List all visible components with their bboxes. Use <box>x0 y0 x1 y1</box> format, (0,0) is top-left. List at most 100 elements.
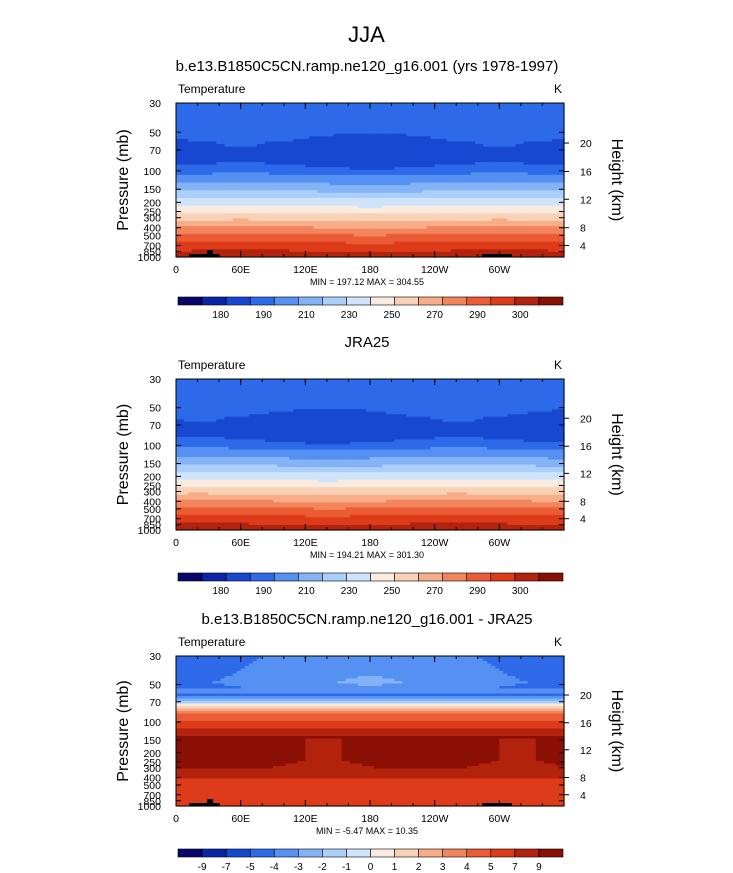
heatmap-cell <box>442 105 448 109</box>
heatmap-cell <box>200 156 205 161</box>
heatmap-cell <box>180 164 185 168</box>
heatmap-cell <box>547 210 553 214</box>
heatmap-cell <box>454 226 460 230</box>
heatmap-cell <box>273 226 278 230</box>
heatmap-cell <box>519 156 525 161</box>
heatmap-cell <box>277 213 282 217</box>
heatmap-cell <box>361 113 367 117</box>
heatmap-cell <box>317 110 323 114</box>
heatmap-cell <box>382 233 387 238</box>
heatmap-cell <box>365 136 371 140</box>
heatmap-cell <box>434 133 440 137</box>
heatmap-cell <box>248 223 254 227</box>
heatmap-cell <box>386 177 391 181</box>
heatmap-cell <box>559 131 565 135</box>
heatmap-cell <box>301 123 306 127</box>
heatmap-cell <box>232 174 238 179</box>
heatmap-cell <box>204 231 209 235</box>
heatmap-cell <box>252 210 258 214</box>
heatmap-cell <box>188 233 193 238</box>
heatmap-cell <box>341 123 347 127</box>
heatmap-cell <box>547 115 553 119</box>
heatmap-cell <box>430 113 436 117</box>
heatmap-cell <box>345 164 351 168</box>
heatmap-cell <box>297 205 302 209</box>
heatmap-cell <box>410 108 416 112</box>
heatmap-cell <box>523 126 529 130</box>
heatmap-cell <box>357 185 363 189</box>
heatmap-cell <box>547 110 553 114</box>
heatmap-cell <box>285 115 290 119</box>
heatmap-cell <box>252 149 258 153</box>
heatmap-cell <box>471 231 476 235</box>
heatmap-cell <box>487 213 492 217</box>
heatmap-cell <box>204 215 209 220</box>
heatmap-cell <box>547 200 553 204</box>
heatmap-cell <box>479 213 484 217</box>
heatmap-cell <box>491 151 496 155</box>
heatmap-cell <box>264 126 270 130</box>
heatmap-cell <box>260 149 266 153</box>
heatmap-cell <box>450 120 456 125</box>
heatmap-cell <box>281 200 286 204</box>
heatmap-cell <box>212 162 218 166</box>
heatmap-cell <box>224 203 230 207</box>
heatmap-cell <box>458 120 464 125</box>
heatmap-cell <box>361 185 367 189</box>
heatmap-cell <box>333 144 339 148</box>
heatmap-cell <box>200 177 205 181</box>
heatmap-cell <box>422 218 428 222</box>
heatmap-cell <box>232 195 238 199</box>
heatmap-cell <box>204 103 209 107</box>
heatmap-cell <box>188 215 193 220</box>
heatmap-cell <box>438 221 444 225</box>
heatmap-cell <box>398 144 403 148</box>
heatmap-cell <box>329 149 335 153</box>
heatmap-cell <box>224 190 230 194</box>
heatmap-cell <box>555 200 561 204</box>
heatmap-cell <box>414 123 420 127</box>
heatmap-cell <box>507 115 513 119</box>
heatmap-cell <box>341 164 347 168</box>
heatmap-cell <box>301 185 306 189</box>
heatmap-cell <box>176 192 181 196</box>
heatmap-cell <box>293 185 298 189</box>
heatmap-cell <box>192 210 197 214</box>
heatmap-cell <box>386 164 391 168</box>
heatmap-cell <box>479 133 484 137</box>
heatmap-cell <box>446 149 452 153</box>
heatmap-cell <box>341 213 347 217</box>
heatmap-cell <box>248 197 254 202</box>
heatmap-cell <box>321 144 327 148</box>
heatmap-cell <box>212 182 218 186</box>
heatmap-cell <box>264 172 270 176</box>
heatmap-cell <box>240 187 246 191</box>
heatmap-cell <box>273 205 278 209</box>
heatmap-cell <box>499 159 504 163</box>
heatmap-cell <box>398 162 403 166</box>
heatmap-cell <box>204 126 209 130</box>
heatmap-cell <box>200 105 205 109</box>
heatmap-cell <box>232 151 238 155</box>
heatmap-cell <box>378 103 383 107</box>
heatmap-cell <box>507 223 513 227</box>
heatmap-cell <box>220 233 226 238</box>
heatmap-cell <box>543 126 549 130</box>
heatmap-cell <box>333 131 339 135</box>
heatmap-cell <box>268 228 274 232</box>
heatmap-cell <box>285 205 290 209</box>
heatmap-cell <box>382 159 387 163</box>
heatmap-cell <box>438 169 444 173</box>
heatmap-cell <box>192 115 197 119</box>
heatmap-cell <box>232 123 238 127</box>
heatmap-cell <box>547 190 553 194</box>
heatmap-cell <box>382 164 387 168</box>
heatmap-cell <box>535 128 541 132</box>
heatmap-cell <box>503 210 509 214</box>
heatmap-cell <box>523 203 529 207</box>
heatmap-cell <box>479 108 484 112</box>
heatmap-cell <box>224 218 230 222</box>
heatmap-cell <box>462 231 468 235</box>
heatmap-cell <box>317 231 323 235</box>
heatmap-cell <box>442 167 448 171</box>
